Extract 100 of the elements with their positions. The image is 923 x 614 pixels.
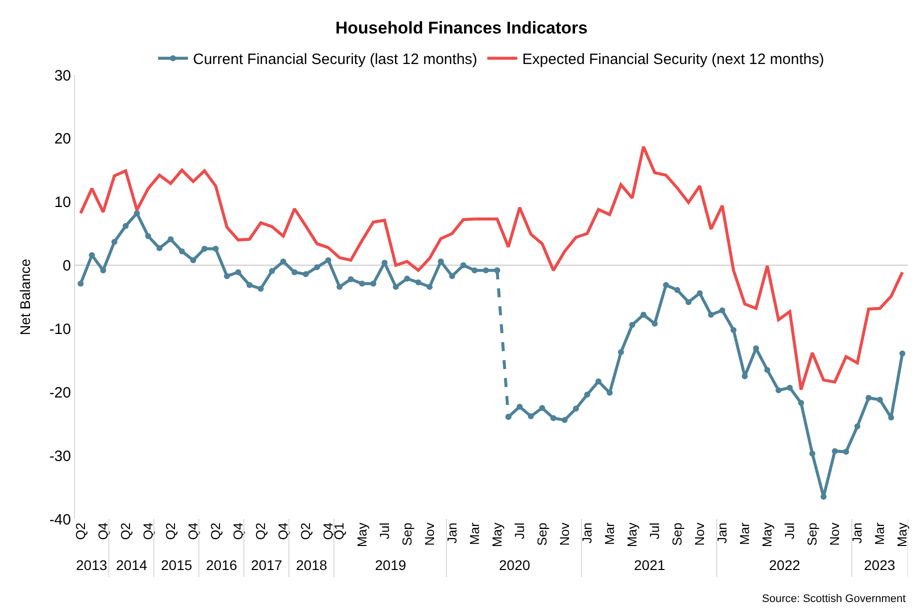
y-tick-label: 0 (62, 258, 71, 275)
point (348, 276, 354, 282)
point (415, 279, 422, 286)
category-label: Sep (399, 522, 414, 546)
category-label: 2015 (161, 557, 192, 573)
point (494, 267, 500, 274)
point (662, 282, 669, 288)
category-label: Jul (512, 522, 527, 540)
point (539, 405, 546, 411)
point (618, 349, 624, 356)
point (866, 394, 872, 401)
point (258, 286, 264, 292)
point (606, 390, 613, 396)
point (505, 414, 512, 420)
point (449, 273, 456, 280)
point (888, 414, 894, 421)
point (786, 384, 793, 391)
category-label: Jan (579, 522, 594, 544)
category-label: Nov (827, 522, 842, 546)
y-tick-label: -10 (49, 320, 71, 338)
point (134, 210, 140, 216)
point (708, 312, 714, 318)
point (674, 287, 680, 294)
category-label: 2018 (296, 557, 328, 573)
point (178, 248, 185, 254)
category-label: Nov (692, 522, 707, 546)
category-label: Jan (714, 522, 730, 544)
category-label: 2016 (206, 557, 238, 573)
point (876, 396, 883, 403)
category-label: Jan (850, 522, 865, 544)
point (392, 284, 399, 290)
point (696, 290, 703, 296)
category-label: Mar (872, 522, 888, 545)
category-label: Mar (466, 522, 482, 545)
point (629, 322, 636, 328)
category-label: Jul (646, 522, 662, 540)
point (145, 233, 152, 240)
point (776, 387, 782, 394)
category-label: Q4 (95, 522, 110, 540)
point (168, 236, 174, 242)
point (809, 450, 816, 457)
category-label: Q4 (275, 522, 290, 540)
point (190, 257, 196, 264)
point (404, 276, 410, 282)
category-label: 2017 (251, 557, 282, 573)
point (584, 392, 590, 398)
point (224, 273, 230, 280)
point (292, 269, 298, 276)
point (719, 307, 726, 314)
point (832, 448, 838, 454)
point (572, 406, 579, 412)
category-label: Jul (782, 522, 798, 540)
category-label: Jul (376, 522, 392, 540)
category-label: Sep (669, 522, 684, 546)
point (111, 238, 118, 245)
point (122, 222, 129, 229)
y-tick-label: 10 (54, 194, 71, 212)
category-label: Sep (804, 522, 820, 546)
point (562, 417, 568, 424)
point (899, 350, 906, 356)
legend-label: Expected Financial Security (next 12 months) (522, 51, 824, 68)
y-tick-label: -40 (49, 511, 71, 528)
category-label: May (760, 522, 775, 548)
point (482, 267, 489, 274)
category-label: 2023 (864, 557, 896, 573)
source-note: Source: Scottish Government (762, 593, 906, 605)
category-label: Q2 (118, 522, 133, 540)
point (685, 299, 692, 306)
point (426, 284, 433, 290)
point (764, 366, 770, 373)
point (201, 246, 208, 252)
point (640, 312, 646, 318)
point (78, 280, 84, 287)
category-label: Mar (602, 522, 617, 545)
category-label: Q2 (298, 522, 313, 540)
line-series (79, 145, 904, 392)
category-label: Q2 (162, 522, 178, 540)
chart-title: Household Finances Indicators (335, 18, 588, 38)
category-label: May (894, 522, 910, 548)
point (730, 326, 737, 333)
point (854, 423, 860, 430)
point (156, 245, 162, 252)
point (472, 267, 478, 274)
point (516, 404, 523, 410)
category-label: 2019 (375, 557, 406, 573)
category-label: May (624, 522, 640, 548)
y-axis-title: Net Balance (16, 258, 33, 336)
point (528, 413, 534, 420)
point (595, 378, 602, 384)
category-label: Nov (422, 522, 437, 546)
point (460, 262, 466, 268)
category-label: Jan (444, 522, 460, 544)
point (212, 246, 219, 252)
legend-label: Current Financial Security (last 12 months) (193, 51, 478, 68)
point (325, 257, 332, 264)
point (336, 284, 343, 290)
point (652, 320, 658, 327)
category-label: May (489, 522, 504, 548)
y-tick-label: -30 (49, 448, 71, 465)
category-label: Sep (534, 522, 550, 546)
